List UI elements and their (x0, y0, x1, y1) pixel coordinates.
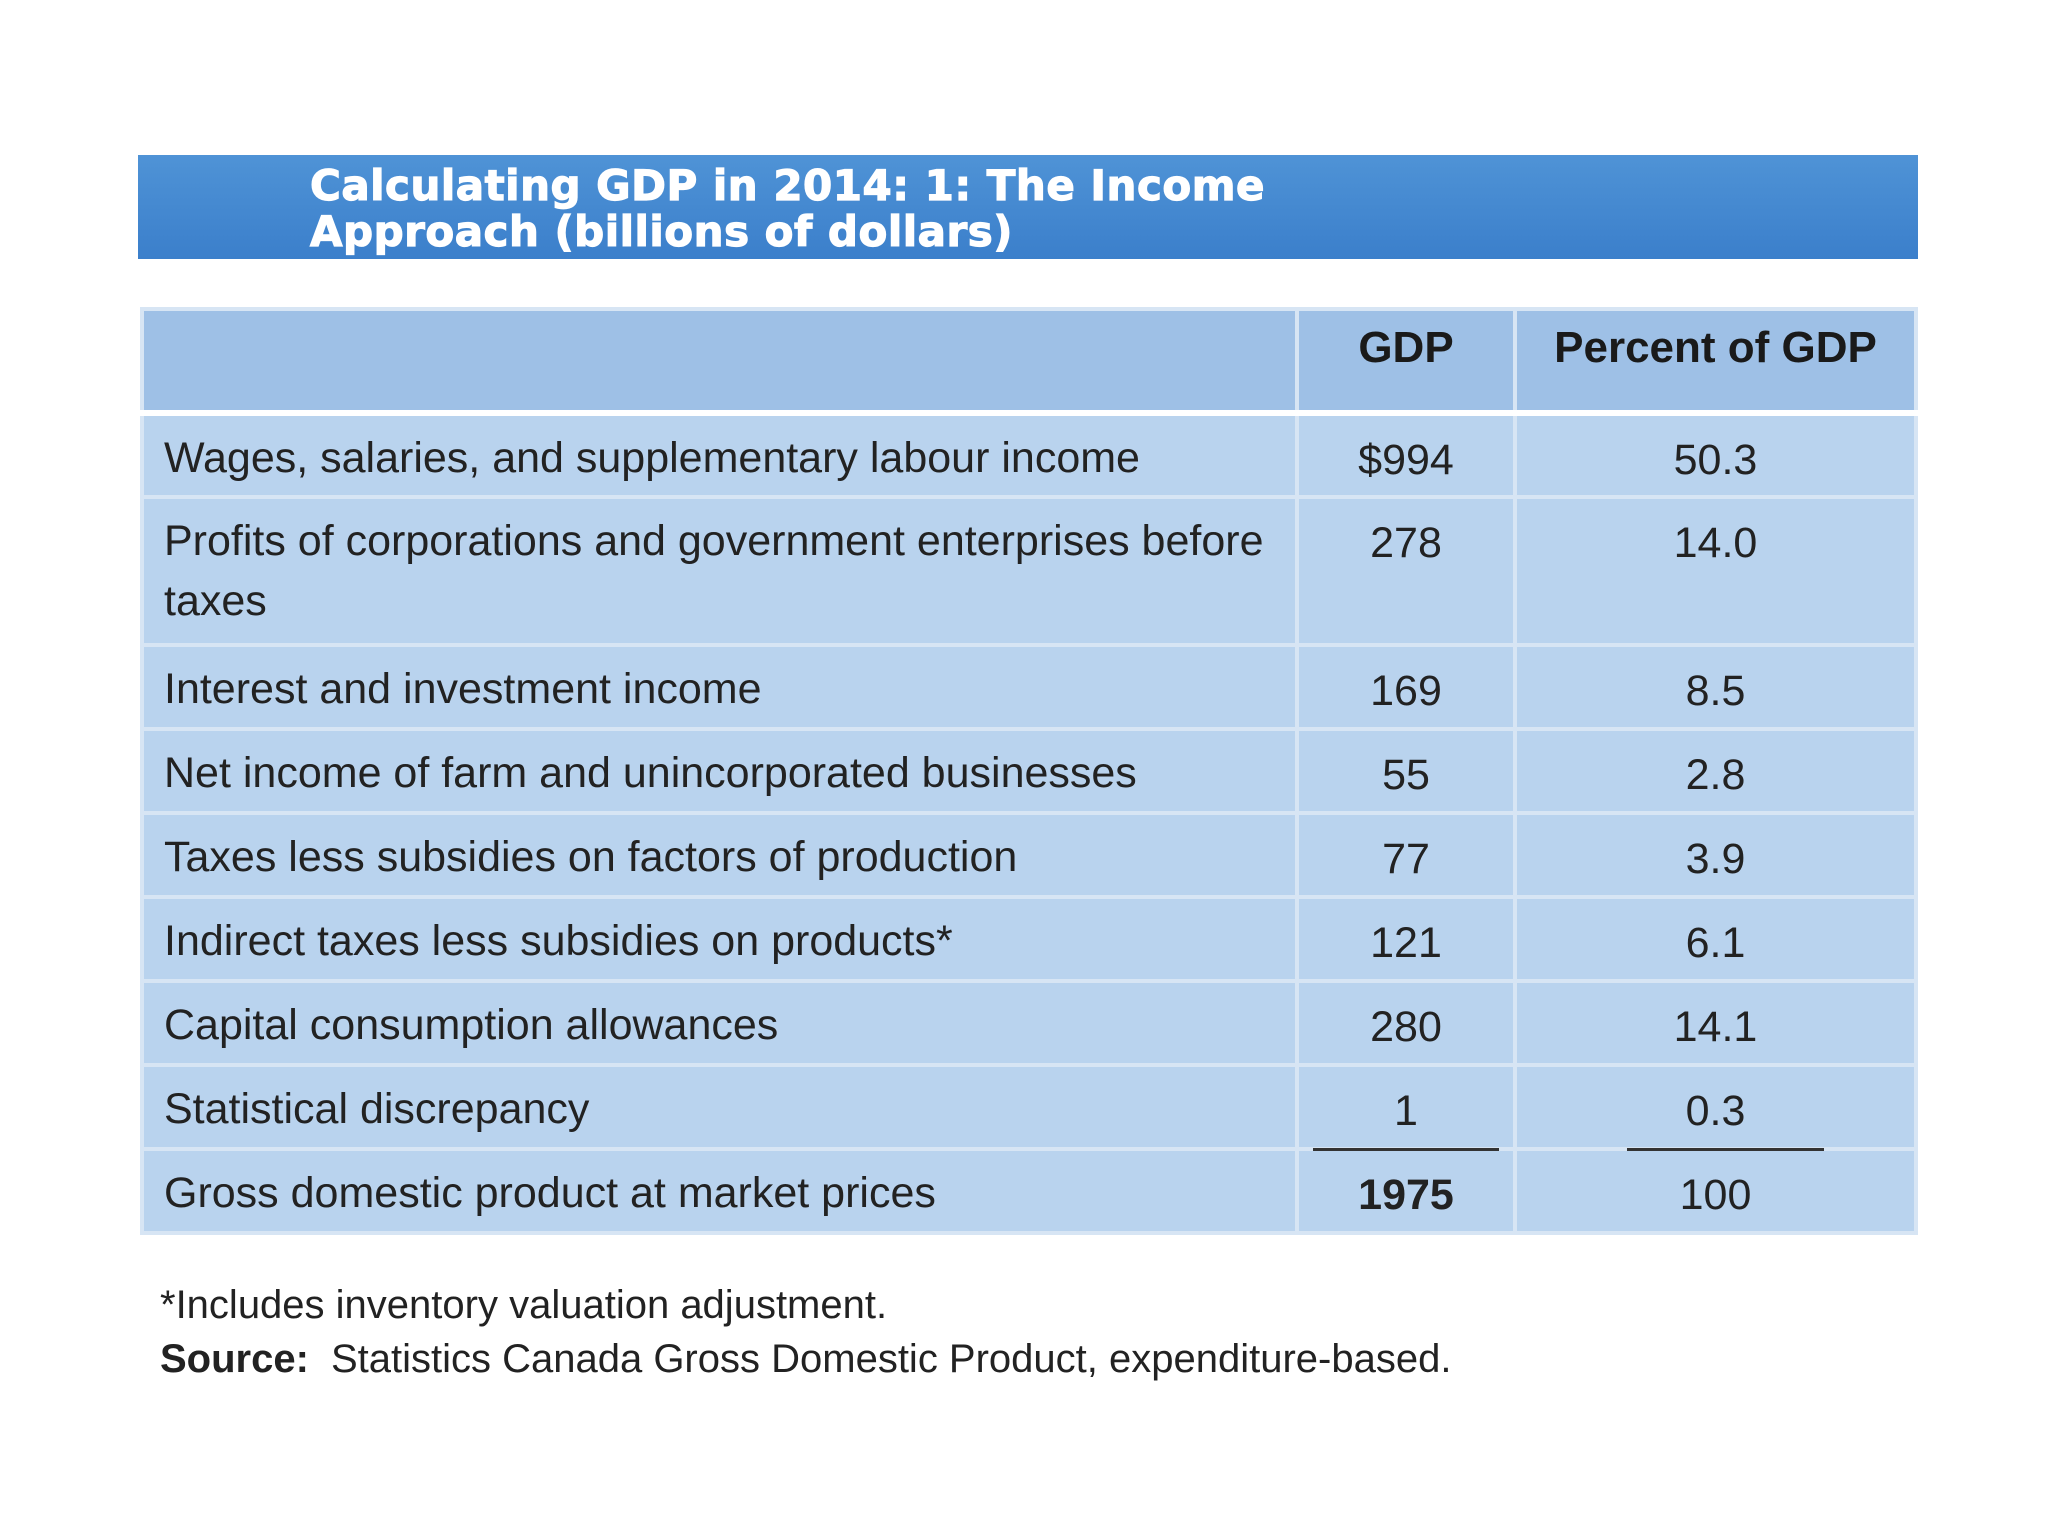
table-header-row: GDP Percent of GDP (140, 307, 1918, 415)
total-percent: 100 (1513, 1147, 1918, 1235)
source-text: Statistics Canada Gross Domestic Product… (330, 1337, 1452, 1381)
table-row: Indirect taxes less subsidies on product… (140, 895, 1918, 983)
slide-title-line-2: Approach (billions of dollars) (309, 207, 1013, 256)
table-row: Capital consumption allowances 280 14.1 (140, 979, 1918, 1067)
row-gdp: 55 (1295, 727, 1517, 815)
row-percent: 8.5 (1513, 643, 1918, 731)
row-label: Profits of corporations and government e… (140, 495, 1299, 647)
header-label-column (140, 307, 1299, 415)
footnote: *Includes inventory valuation adjustment… (160, 1278, 1451, 1386)
source-label: Source: (160, 1337, 309, 1381)
table-row: Taxes less subsidies on factors of produ… (140, 811, 1918, 899)
row-percent-value: 0.3 (1685, 1087, 1746, 1135)
row-percent: 50.3 (1513, 411, 1918, 499)
row-label: Capital consumption allowances (140, 979, 1299, 1067)
table-row: Interest and investment income 169 8.5 (140, 643, 1918, 731)
table-row: Profits of corporations and government e… (140, 495, 1918, 647)
row-label: Interest and investment income (140, 643, 1299, 731)
row-percent: 2.8 (1513, 727, 1918, 815)
table-row: Net income of farm and unincorporated bu… (140, 727, 1918, 815)
row-gdp: 169 (1295, 643, 1517, 731)
row-gdp: 121 (1295, 895, 1517, 983)
table-row: Wages, salaries, and supplementary labou… (140, 411, 1918, 499)
row-label: Statistical discrepancy (140, 1063, 1299, 1151)
row-percent: 3.9 (1513, 811, 1918, 899)
footnote-note: *Includes inventory valuation adjustment… (160, 1283, 888, 1327)
row-label: Wages, salaries, and supplementary labou… (140, 411, 1299, 499)
footnote-source: Source: Statistics Canada Gross Domestic … (160, 1332, 1451, 1386)
row-percent: 14.1 (1513, 979, 1918, 1067)
row-gdp: 278 (1295, 495, 1517, 647)
row-label: Net income of farm and unincorporated bu… (140, 727, 1299, 815)
title-banner: Calculating GDP in 2014: 1: The Income A… (138, 155, 1918, 259)
row-gdp-value: 1 (1394, 1087, 1418, 1135)
header-percent-of-gdp: Percent of GDP (1513, 307, 1918, 415)
row-percent: 0.3 (1513, 1063, 1918, 1151)
table-row: Statistical discrepancy 1 0.3 (140, 1063, 1918, 1151)
row-label: Taxes less subsidies on factors of produ… (140, 811, 1299, 899)
table-total-row: Gross domestic product at market prices … (140, 1147, 1918, 1235)
total-label: Gross domestic product at market prices (140, 1147, 1299, 1235)
row-percent: 14.0 (1513, 495, 1918, 647)
row-gdp: 1 (1295, 1063, 1517, 1151)
row-gdp: $994 (1295, 411, 1517, 499)
slide-title-line-1: Calculating GDP in 2014: 1: The Income (309, 161, 1265, 210)
row-gdp: 77 (1295, 811, 1517, 899)
income-approach-table: GDP Percent of GDP Wages, salaries, and … (140, 307, 1918, 1235)
row-percent: 6.1 (1513, 895, 1918, 983)
total-gdp: 1975 (1295, 1147, 1517, 1235)
header-gdp: GDP (1295, 307, 1517, 415)
row-gdp: 280 (1295, 979, 1517, 1067)
row-label: Indirect taxes less subsidies on product… (140, 895, 1299, 983)
